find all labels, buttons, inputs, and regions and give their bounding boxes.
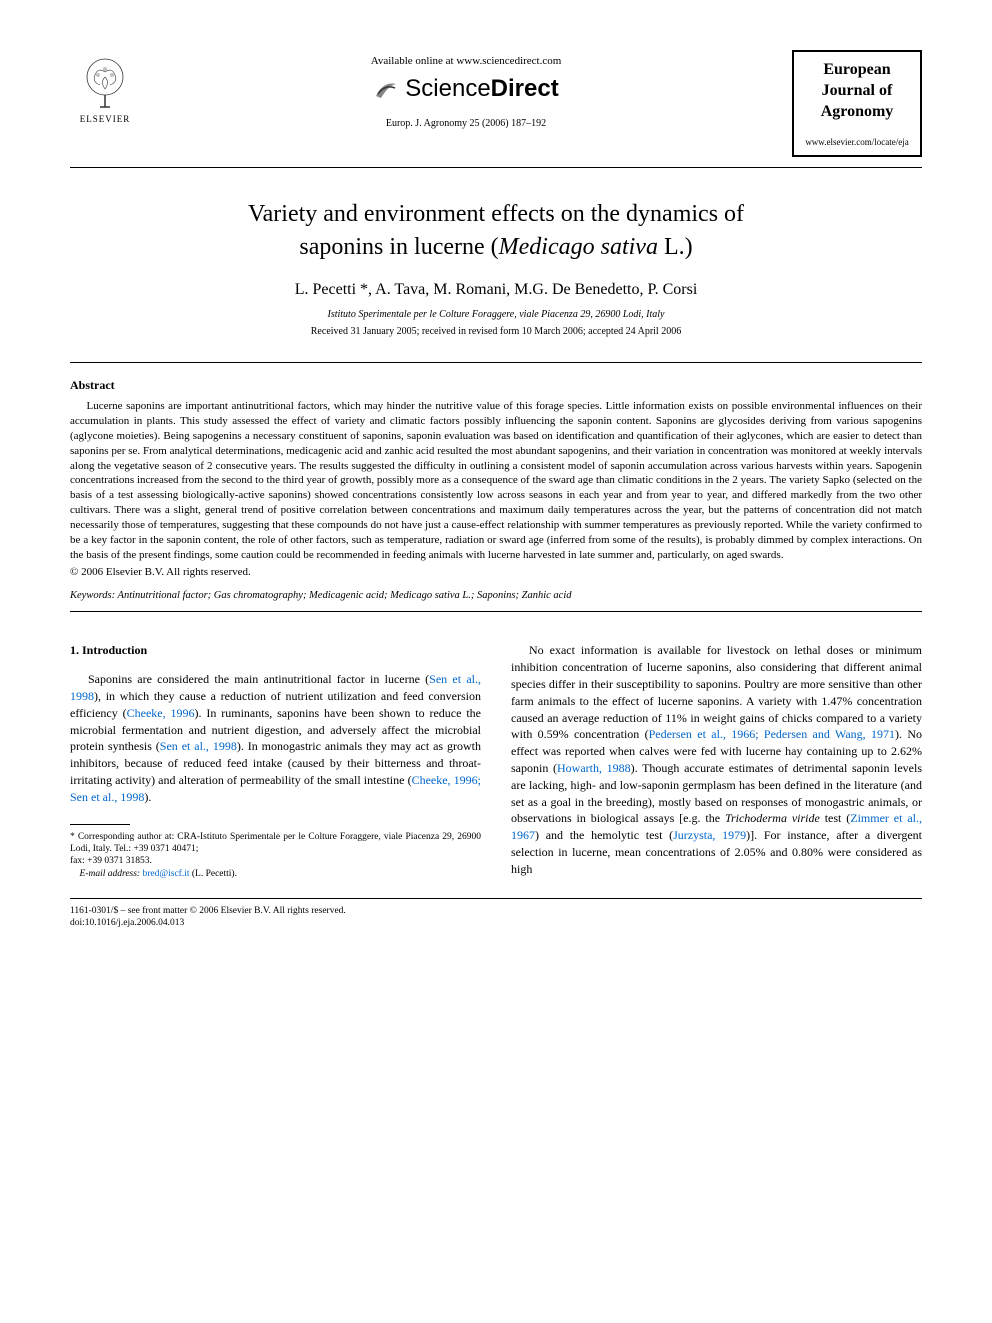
elsevier-label: ELSEVIER xyxy=(80,114,131,124)
body-columns: 1. Introduction Saponins are considered … xyxy=(70,642,922,880)
header-row: ELSEVIER Available online at www.science… xyxy=(70,50,922,157)
email-link[interactable]: bred@iscf.it xyxy=(140,869,189,879)
footnote-email: E-mail address: bred@iscf.it (L. Pecetti… xyxy=(70,868,481,880)
keywords: Keywords: Antinutritional factor; Gas ch… xyxy=(70,590,922,601)
article-dates: Received 31 January 2005; received in re… xyxy=(70,326,922,337)
authors: L. Pecetti *, A. Tava, M. Romani, M.G. D… xyxy=(70,281,922,299)
article-title: Variety and environment effects on the d… xyxy=(70,198,922,263)
col1-para1: Saponins are considered the main antinut… xyxy=(70,671,481,805)
center-header: Available online at www.sciencedirect.co… xyxy=(140,50,792,129)
ref-link[interactable]: Sen et al., 1998 xyxy=(160,739,237,753)
elsevier-logo: ELSEVIER xyxy=(70,50,140,130)
journal-box: European Journal of Agronomy www.elsevie… xyxy=(792,50,922,157)
abstract-copyright: © 2006 Elsevier B.V. All rights reserved… xyxy=(70,566,922,578)
journal-title: European Journal of Agronomy xyxy=(800,60,914,122)
col2-para1: No exact information is available for li… xyxy=(511,642,922,877)
footnote-separator xyxy=(70,824,130,825)
column-right: No exact information is available for li… xyxy=(511,642,922,880)
ref-link[interactable]: Cheeke, 1996 xyxy=(127,706,195,720)
citation-text: Europ. J. Agronomy 25 (2006) 187–192 xyxy=(140,118,792,129)
affiliation: Istituto Sperimentale per le Colture For… xyxy=(70,309,922,320)
header-divider xyxy=(70,167,922,168)
corresponding-author-footnote: * Corresponding author at: CRA-Istituto … xyxy=(70,831,481,880)
ref-link[interactable]: Pedersen et al., 1966; Pedersen and Wang… xyxy=(649,727,895,741)
column-left: 1. Introduction Saponins are considered … xyxy=(70,642,481,880)
sd-text: ScienceDirect xyxy=(405,75,558,103)
available-online-text: Available online at www.sciencedirect.co… xyxy=(140,55,792,67)
footer-separator xyxy=(70,898,922,899)
abstract-top-divider xyxy=(70,362,922,363)
ref-link[interactable]: Howarth, 1988 xyxy=(557,761,631,775)
keywords-label: Keywords: xyxy=(70,590,115,601)
abstract-heading: Abstract xyxy=(70,378,922,393)
sciencedirect-logo: ScienceDirect xyxy=(140,75,792,103)
keywords-text: Antinutritional factor; Gas chromatograp… xyxy=(115,590,571,601)
intro-heading: 1. Introduction xyxy=(70,642,481,659)
elsevier-tree-icon xyxy=(80,57,130,112)
abstract-text: Lucerne saponins are important antinutri… xyxy=(70,399,922,562)
footer-text: 1161-0301/$ – see front matter © 2006 El… xyxy=(70,905,922,930)
keywords-divider xyxy=(70,611,922,612)
sciencedirect-icon xyxy=(373,76,399,102)
journal-url: www.elsevier.com/locate/eja xyxy=(800,137,914,147)
ref-link[interactable]: Jurzysta, 1979 xyxy=(673,828,746,842)
